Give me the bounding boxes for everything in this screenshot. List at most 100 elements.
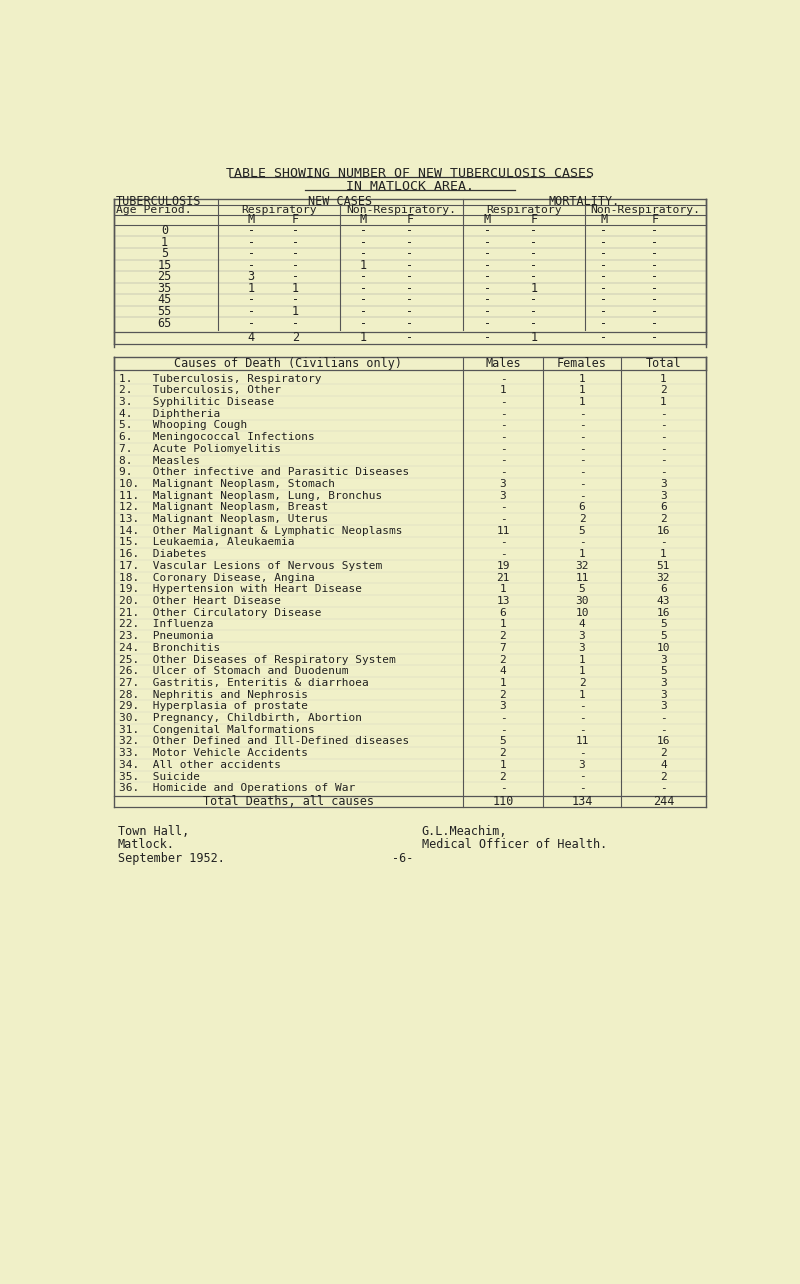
Text: 2: 2 [292, 331, 299, 344]
Text: -: - [530, 259, 538, 272]
Text: Respiratory: Respiratory [486, 205, 562, 214]
Text: 32.  Other Defined and Ill-Defined diseases: 32. Other Defined and Ill-Defined diseas… [118, 737, 409, 746]
Text: -: - [660, 467, 667, 478]
Text: 2.   Tuberculosis, Other: 2. Tuberculosis, Other [118, 385, 281, 395]
Text: Males: Males [485, 357, 521, 370]
Text: -: - [500, 374, 506, 384]
Text: TABLE SHOWING NUMBER OF NEW TUBERCULOSIS CASES: TABLE SHOWING NUMBER OF NEW TUBERCULOSIS… [226, 167, 594, 180]
Text: -: - [600, 317, 607, 330]
Text: -: - [660, 444, 667, 453]
Text: -: - [406, 294, 414, 307]
Text: -: - [406, 271, 414, 284]
Text: -: - [660, 420, 667, 430]
Text: -: - [406, 306, 414, 318]
Text: MORTALITY.: MORTALITY. [549, 195, 620, 208]
Text: -: - [600, 282, 607, 295]
Text: -: - [247, 236, 254, 249]
Text: -: - [500, 514, 506, 524]
Text: 5: 5 [500, 737, 506, 746]
Text: -: - [500, 538, 506, 547]
Text: -: - [600, 225, 607, 238]
Text: 45: 45 [157, 294, 171, 307]
Text: -: - [247, 294, 254, 307]
Text: 5: 5 [578, 584, 586, 594]
Text: 1: 1 [292, 306, 299, 318]
Text: 7.   Acute Poliomyelitis: 7. Acute Poliomyelitis [118, 444, 281, 453]
Text: 35: 35 [157, 282, 171, 295]
Text: 3: 3 [578, 643, 586, 652]
Text: 22.  Influenza: 22. Influenza [118, 619, 213, 629]
Text: Matlock.: Matlock. [118, 837, 175, 851]
Text: -: - [484, 225, 491, 238]
Text: -: - [651, 294, 658, 307]
Text: -: - [292, 236, 299, 249]
Text: 15: 15 [157, 259, 171, 272]
Text: -: - [360, 317, 367, 330]
Text: Non-Respiratory.: Non-Respiratory. [590, 205, 701, 214]
Text: -: - [360, 271, 367, 284]
Text: 3: 3 [660, 655, 667, 665]
Text: 1: 1 [578, 397, 586, 407]
Text: -: - [660, 538, 667, 547]
Text: M: M [360, 213, 367, 226]
Text: -: - [292, 225, 299, 238]
Text: -: - [360, 248, 367, 261]
Text: 2: 2 [500, 690, 506, 700]
Text: 6: 6 [660, 584, 667, 594]
Text: F: F [530, 213, 538, 226]
Text: 3: 3 [660, 678, 667, 688]
Text: Causes of Death (Civilians only): Causes of Death (Civilians only) [174, 357, 402, 370]
Text: 1: 1 [578, 690, 586, 700]
Text: 30.  Pregnancy, Childbirth, Abortion: 30. Pregnancy, Childbirth, Abortion [118, 713, 362, 723]
Text: 11: 11 [496, 525, 510, 535]
Text: 51: 51 [657, 561, 670, 571]
Text: -: - [247, 248, 254, 261]
Text: -: - [660, 783, 667, 794]
Text: -: - [484, 294, 491, 307]
Text: 1: 1 [360, 259, 367, 272]
Text: 1: 1 [660, 397, 667, 407]
Text: F: F [651, 213, 658, 226]
Text: Non-Respiratory.: Non-Respiratory. [346, 205, 457, 214]
Text: -: - [600, 236, 607, 249]
Text: 8.   Measles: 8. Measles [118, 456, 200, 466]
Text: -: - [578, 444, 586, 453]
Text: Total Deaths, all causes: Total Deaths, all causes [203, 795, 374, 808]
Text: 21: 21 [496, 573, 510, 583]
Text: F: F [292, 213, 299, 226]
Text: -: - [651, 259, 658, 272]
Text: -: - [578, 433, 586, 442]
Text: 1: 1 [660, 374, 667, 384]
Text: 2: 2 [660, 514, 667, 524]
Text: 3: 3 [578, 632, 586, 641]
Text: 3: 3 [500, 479, 506, 489]
Text: 4.   Diphtheria: 4. Diphtheria [118, 408, 220, 419]
Text: -: - [578, 408, 586, 419]
Text: -: - [651, 248, 658, 261]
Text: 23.  Pneumonia: 23. Pneumonia [118, 632, 213, 641]
Text: 16.  Diabetes: 16. Diabetes [118, 550, 206, 559]
Text: 3: 3 [660, 701, 667, 711]
Text: 19: 19 [496, 561, 510, 571]
Text: 1: 1 [500, 678, 506, 688]
Text: -: - [651, 225, 658, 238]
Text: -: - [660, 433, 667, 442]
Text: -: - [500, 783, 506, 794]
Text: 2: 2 [660, 749, 667, 758]
Text: -: - [247, 225, 254, 238]
Text: 10: 10 [657, 643, 670, 652]
Text: 27.  Gastritis, Enteritis & diarrhoea: 27. Gastritis, Enteritis & diarrhoea [118, 678, 368, 688]
Text: 10.  Malignant Neoplasm, Stomach: 10. Malignant Neoplasm, Stomach [118, 479, 334, 489]
Text: 24.  Bronchitis: 24. Bronchitis [118, 643, 220, 652]
Text: 11: 11 [575, 573, 589, 583]
Text: 3: 3 [578, 760, 586, 770]
Text: -: - [578, 701, 586, 711]
Text: -: - [292, 259, 299, 272]
Text: -: - [578, 724, 586, 734]
Text: 16: 16 [657, 737, 670, 746]
Text: 1: 1 [292, 282, 299, 295]
Text: 9.   Other infective and Parasitic Diseases: 9. Other infective and Parasitic Disease… [118, 467, 409, 478]
Text: -: - [500, 456, 506, 466]
Text: 25: 25 [157, 271, 171, 284]
Text: -: - [651, 271, 658, 284]
